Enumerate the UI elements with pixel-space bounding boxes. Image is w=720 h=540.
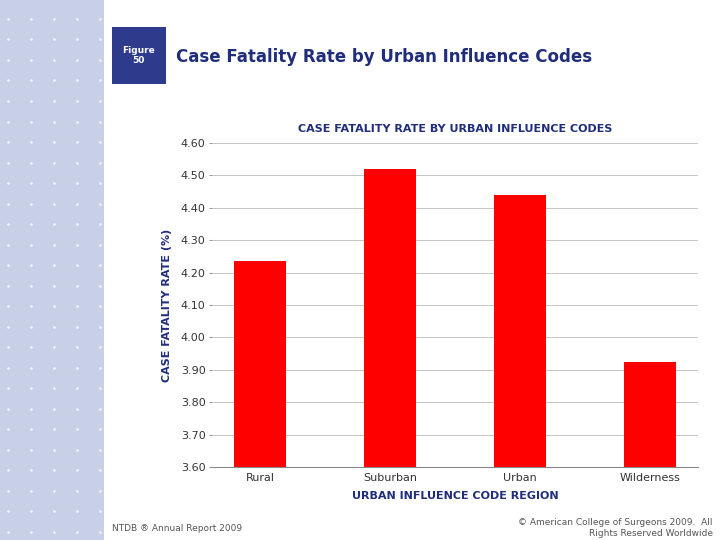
Text: Case Fatality Rate by Urban Influence Codes: Case Fatality Rate by Urban Influence Co… bbox=[176, 48, 593, 66]
Bar bbox=[235, 261, 287, 467]
Bar bbox=[624, 362, 676, 467]
Text: © American College of Surgeons 2009.  All
Rights Reserved Worldwide: © American College of Surgeons 2009. All… bbox=[518, 518, 713, 538]
Bar bbox=[364, 169, 416, 467]
Y-axis label: CASE FATALITY RATE (%): CASE FATALITY RATE (%) bbox=[162, 228, 172, 382]
Title: CASE FATALITY RATE BY URBAN INFLUENCE CODES: CASE FATALITY RATE BY URBAN INFLUENCE CO… bbox=[298, 124, 613, 134]
Text: NTDB ® Annual Report 2009: NTDB ® Annual Report 2009 bbox=[112, 524, 242, 532]
Bar bbox=[495, 195, 546, 467]
X-axis label: URBAN INFLUENCE CODE REGION: URBAN INFLUENCE CODE REGION bbox=[352, 491, 559, 501]
Text: Figure
50: Figure 50 bbox=[122, 46, 155, 65]
